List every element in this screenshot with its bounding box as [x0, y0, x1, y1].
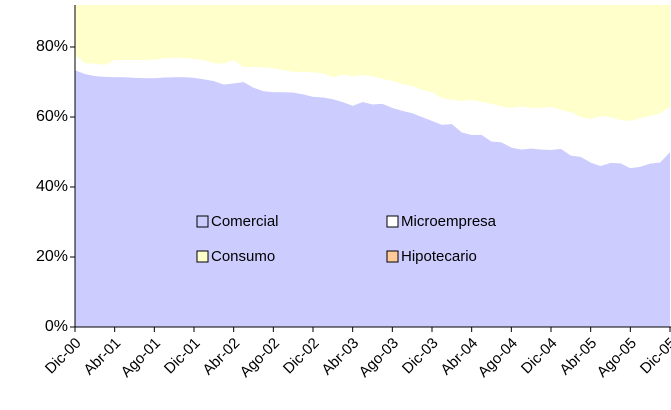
- x-tick-label: Dic-01: [161, 335, 204, 378]
- legend-swatch: [196, 215, 209, 228]
- legend-label: Microempresa: [401, 213, 497, 230]
- x-tick-label: Ago-02: [237, 335, 283, 381]
- x-tick-label: Abr-05: [556, 335, 600, 379]
- area: [75, 0, 670, 5]
- legend-swatch: [386, 250, 399, 263]
- legend-swatch: [386, 215, 399, 228]
- plot-area: [75, 0, 670, 327]
- x-tick-label: Ago-05: [594, 335, 640, 381]
- legend-label: Consumo: [211, 248, 275, 265]
- legend-label: Hipotecario: [401, 248, 477, 265]
- x-tick-label: Abr-03: [318, 335, 362, 379]
- x-tick-label: Abr-02: [199, 335, 243, 379]
- legend-swatch: [196, 250, 209, 263]
- x-tick-label: Dic-05: [637, 335, 671, 378]
- area: [75, 5, 670, 121]
- y-tick-label: 0%: [45, 318, 68, 335]
- x-tick-label: Abr-04: [437, 335, 481, 379]
- y-tick-label: 20%: [36, 248, 68, 265]
- x-tick-label: Dic-03: [399, 335, 442, 378]
- x-tick-label: Ago-03: [356, 335, 402, 381]
- x-tick-label: Ago-04: [475, 335, 521, 381]
- x-tick-label: Dic-02: [280, 335, 323, 378]
- x-tick-label: Dic-00: [42, 335, 85, 378]
- x-tick-label: Dic-04: [518, 335, 561, 378]
- area: [75, 55, 670, 169]
- x-tick-label: Ago-01: [118, 335, 164, 381]
- y-tick-label: 60%: [36, 108, 68, 125]
- y-tick-label: 80%: [36, 38, 68, 55]
- legend-label: Comercial: [211, 213, 279, 230]
- x-tick-label: Abr-01: [80, 335, 124, 379]
- area: [75, 70, 670, 327]
- y-tick-label: 40%: [36, 178, 68, 195]
